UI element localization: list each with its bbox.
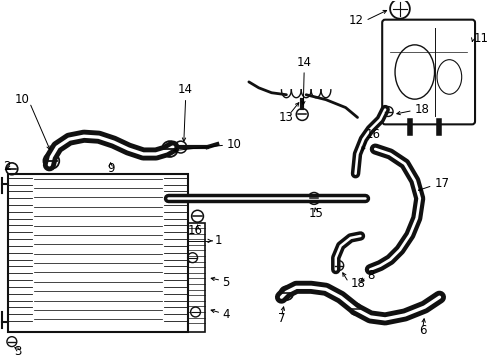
- Text: 13: 13: [279, 111, 294, 124]
- Text: 9: 9: [107, 162, 114, 175]
- Text: 18: 18: [415, 103, 430, 116]
- Text: 3: 3: [14, 345, 22, 358]
- Text: 18: 18: [351, 277, 366, 290]
- Text: 17: 17: [435, 177, 449, 190]
- Bar: [8, 174, 188, 332]
- Text: 10: 10: [14, 93, 29, 106]
- Text: 7: 7: [278, 312, 285, 325]
- Text: 14: 14: [296, 56, 312, 69]
- Text: 8: 8: [368, 269, 375, 282]
- Text: 6: 6: [419, 324, 426, 337]
- Text: 11: 11: [474, 32, 489, 45]
- Text: 16: 16: [366, 128, 380, 141]
- Text: 14: 14: [178, 83, 193, 96]
- Text: 1: 1: [214, 234, 222, 247]
- Text: 10: 10: [227, 138, 242, 150]
- Text: 15: 15: [309, 207, 323, 220]
- Text: 4: 4: [222, 309, 230, 321]
- Bar: [188, 223, 205, 332]
- Text: 16: 16: [188, 224, 203, 237]
- Text: 2: 2: [3, 160, 10, 173]
- Text: 12: 12: [348, 14, 364, 27]
- Text: 5: 5: [222, 276, 230, 289]
